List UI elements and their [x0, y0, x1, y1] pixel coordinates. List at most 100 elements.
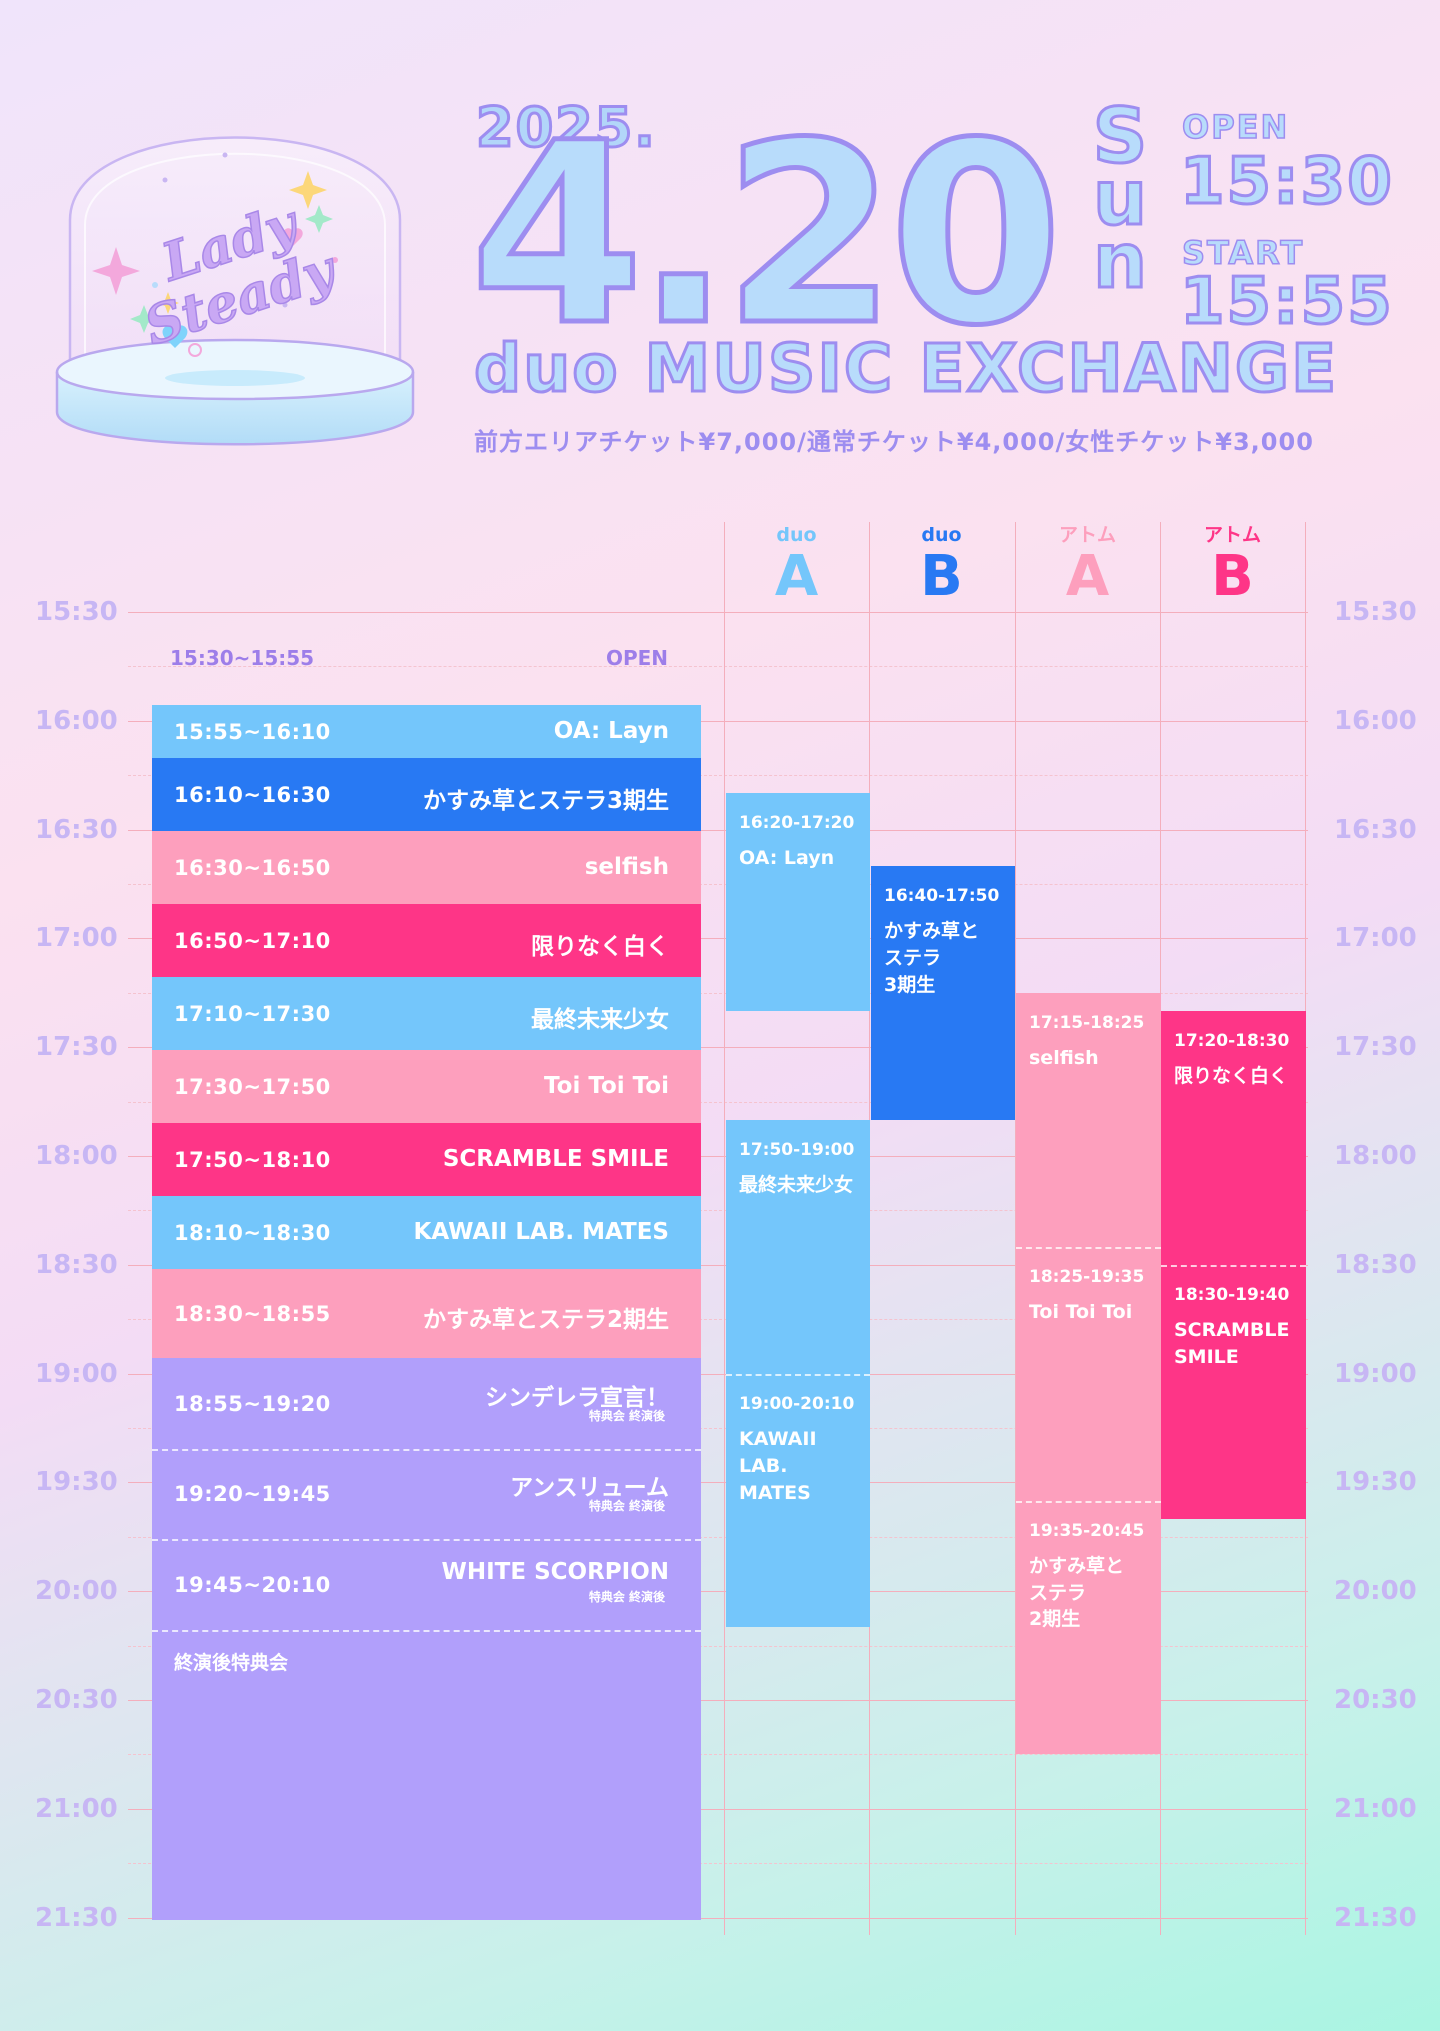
grid-line	[128, 884, 1308, 885]
start-time: 15:55	[1179, 265, 1394, 339]
stage-name: B	[920, 544, 963, 609]
slot-time: 18:55~19:20	[174, 1391, 331, 1416]
time-label: 16:00	[1334, 705, 1417, 736]
grid-line	[128, 1319, 1308, 1321]
slot-performer: WHITE SCORPION	[441, 1558, 669, 1585]
slot-time: 17:50~18:10	[174, 1147, 331, 1172]
session-time: 16:20-17:20	[739, 813, 855, 834]
session-divider	[1016, 1246, 1161, 1249]
time-label: 20:00	[35, 1576, 118, 1607]
grid-line	[128, 1917, 1308, 1919]
slot-note: 特典会 終演後	[588, 1589, 665, 1604]
session-time: 19:35-20:45	[1029, 1520, 1145, 1541]
slot-time: 19:20~19:45	[174, 1482, 331, 1506]
session-performer: 最終未来少女	[739, 1173, 854, 1196]
session-performer: かすみ草と ステラ 2期生	[1029, 1554, 1125, 1631]
session-performer: かすみ草と ステラ 3期生	[884, 919, 980, 996]
grid-line	[128, 1808, 1308, 1810]
grid-line	[128, 1047, 1308, 1049]
event-date: 4.20	[468, 89, 1066, 380]
slot-time: 17:10~17:30	[174, 1001, 331, 1026]
ticket-prices: 前方エリアチケット¥7,000/通常チケット¥4,000/女性チケット¥3,00…	[474, 428, 1314, 456]
open-time: 15:30	[1179, 145, 1394, 219]
slot-time: 17:30~17:50	[174, 1074, 331, 1099]
time-label: 20:30	[35, 1685, 118, 1715]
day-letter: n	[1091, 215, 1148, 305]
slot-time: 16:30~16:50	[174, 855, 331, 880]
main-stage-slot: 18:55~19:20 シンデレラ宣言！ 特典会 終演後	[152, 1358, 701, 1449]
time-label: 17:30	[35, 1032, 118, 1063]
time-label: 19:30	[35, 1467, 118, 1498]
slot-performer: かすみ草とステラ3期生	[422, 787, 669, 814]
stage-session: 19:00-20:10 KAWAII LAB. MATES	[726, 1373, 870, 1628]
time-label: 20:30	[1334, 1685, 1417, 1715]
grid-line	[128, 666, 1308, 668]
day-letter: S	[1091, 91, 1149, 180]
session-divider	[1161, 1264, 1306, 1267]
main-stage-slot: 17:30~17:50 Toi Toi Toi	[152, 1050, 701, 1123]
main-stage-slot: 16:50~17:10 限りなく白く	[152, 904, 701, 977]
time-label: 21:00	[1334, 1793, 1417, 1824]
grid-line	[128, 1373, 1308, 1375]
grid-line	[128, 1700, 1308, 1701]
stage-session: 18:25-19:35 Toi Toi Toi	[1016, 1246, 1161, 1501]
grid-line	[128, 1754, 1308, 1756]
slot-performer: 最終未来少女	[531, 1006, 669, 1033]
main-stage-slot: 19:45~20:10 WHITE SCORPION 特典会 終演後	[152, 1539, 701, 1630]
session-performer: 限りなく白く	[1174, 1064, 1289, 1087]
time-label: 18:30	[1334, 1249, 1417, 1280]
event-year: 2025.	[475, 95, 657, 161]
session-performer: KAWAII LAB. MATES	[739, 1427, 817, 1504]
grid-line	[128, 1536, 1308, 1538]
stage-header: アトム B	[1160, 526, 1305, 605]
grid-line	[128, 720, 1308, 722]
session-time: 19:00-20:10	[739, 1393, 855, 1414]
grid-line	[128, 1428, 1308, 1429]
slot-divider	[152, 1630, 701, 1632]
slot-time: 19:45~20:10	[174, 1572, 331, 1597]
stage-venue: duo	[776, 524, 817, 546]
time-label: 19:00	[35, 1358, 118, 1389]
slot-note: 特典会 終演後	[588, 1499, 665, 1513]
stage-name: A	[774, 544, 819, 609]
main-stage-slot: 19:20~19:45 アンスリューム 特典会 終演後	[152, 1449, 701, 1539]
stage-session: 17:15-18:25 selfish	[1016, 992, 1161, 1247]
start-label: START	[1181, 233, 1305, 273]
heart-icon	[162, 325, 188, 348]
session-performer: SCRAMBLE SMILE	[1174, 1318, 1290, 1368]
session-time: 18:25-19:35	[1029, 1266, 1145, 1287]
time-label: 19:30	[1334, 1467, 1417, 1498]
stage-name: B	[1211, 544, 1254, 609]
time-label: 17:00	[35, 923, 118, 954]
slot-time: 16:50~17:10	[174, 928, 331, 953]
slot-performer: SCRAMBLE SMILE	[442, 1145, 669, 1172]
dome-base	[55, 371, 415, 446]
time-label: 16:30	[35, 814, 118, 845]
slot-performer: OA: Layn	[553, 717, 669, 744]
stage-header: duo A	[724, 526, 869, 605]
main-stage-slot: 16:10~16:30 かすみ草とステラ3期生	[152, 758, 701, 831]
time-label: 16:00	[35, 705, 118, 736]
main-stage-slot: 17:10~17:30 最終未来少女	[152, 977, 701, 1050]
time-label: 18:00	[1334, 1141, 1417, 1171]
grid-line	[128, 1482, 1308, 1484]
stage-header: アトム A	[1015, 526, 1160, 605]
session-time: 17:15-18:25	[1029, 1012, 1145, 1033]
session-performer: Toi Toi Toi	[1029, 1300, 1133, 1323]
event-logo: Lady Steady	[55, 136, 415, 446]
time-label: 20:00	[1334, 1576, 1417, 1607]
column-divider	[1015, 522, 1016, 1935]
time-label: 15:30	[35, 597, 118, 627]
main-stage-slot: 終演後特典会	[152, 1630, 701, 1920]
time-label: 21:30	[35, 1902, 118, 1933]
time-label: 17:30	[1334, 1032, 1417, 1063]
grid-line	[128, 992, 1308, 994]
slot-time: 18:30~18:55	[174, 1301, 331, 1326]
main-stage-slot: 18:30~18:55 かすみ草とステラ2期生	[152, 1269, 701, 1358]
heart-icon	[283, 228, 303, 246]
dome-inner	[84, 152, 386, 360]
open-row-label: OPEN	[605, 646, 668, 670]
day-letter: u	[1091, 153, 1148, 243]
main-stage-slot: 15:55~16:10 OA: Layn	[152, 705, 701, 758]
